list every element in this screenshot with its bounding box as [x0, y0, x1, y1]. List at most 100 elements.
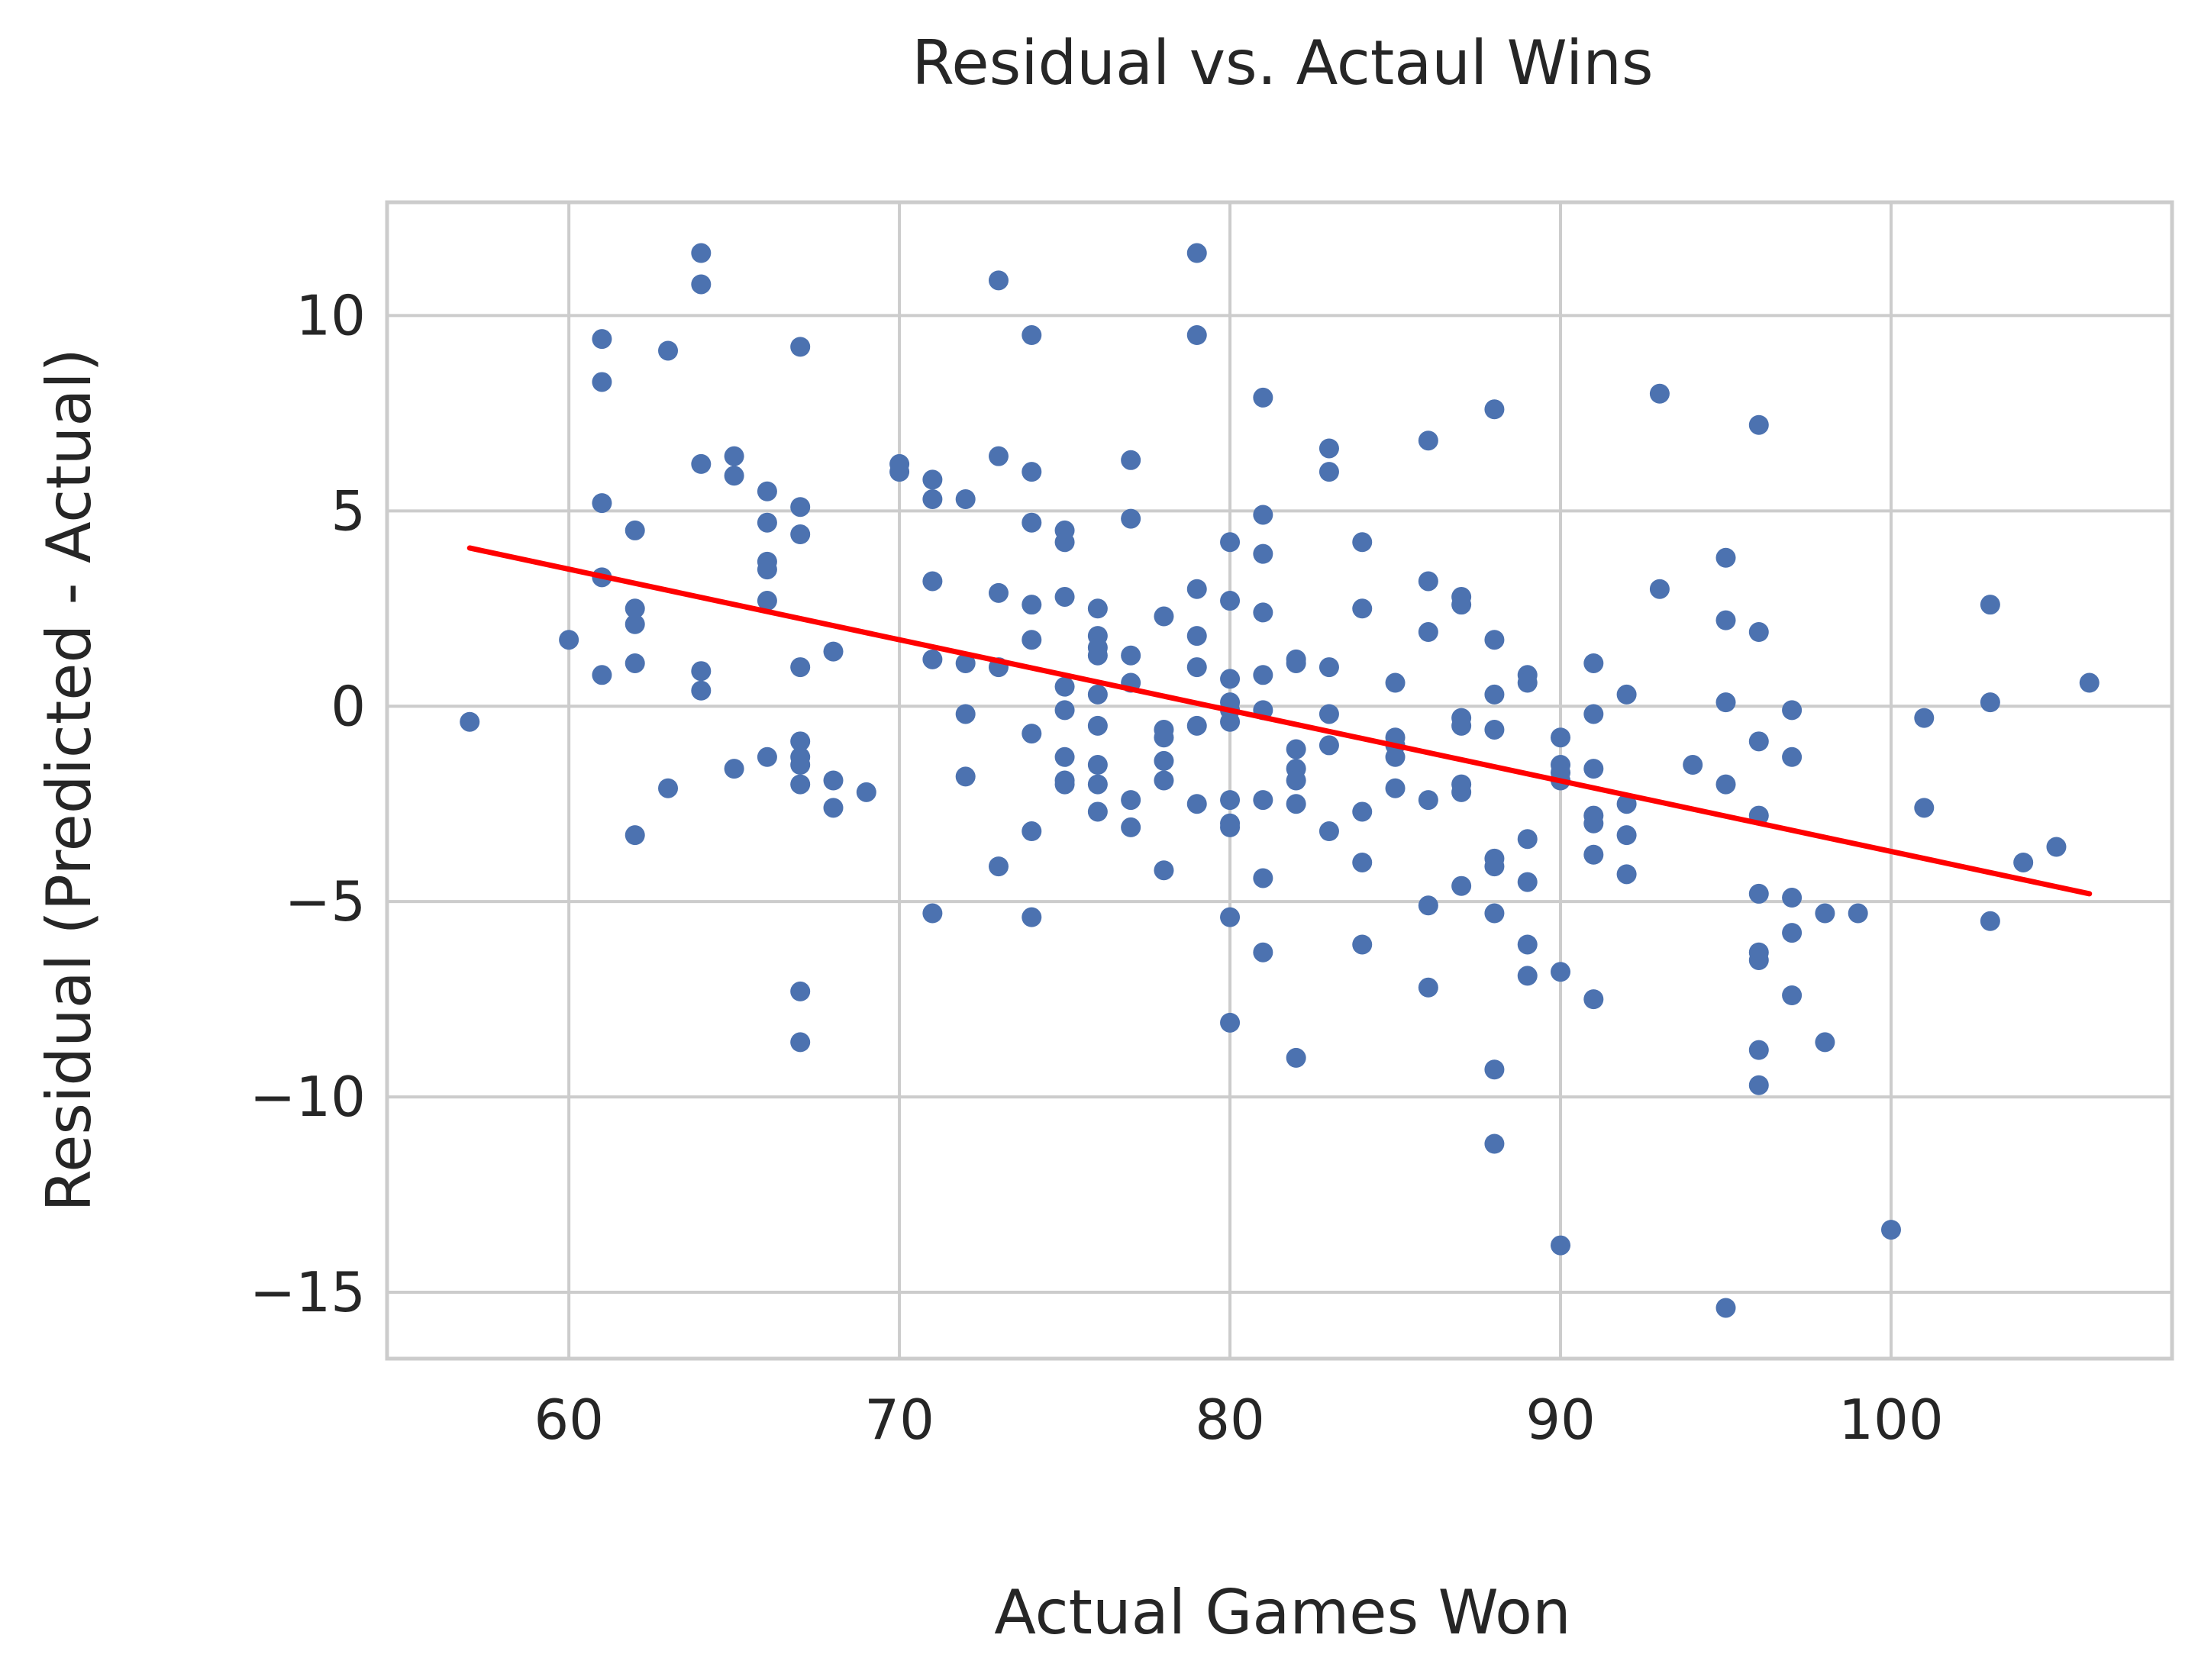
data-point — [1121, 645, 1141, 666]
data-point — [1418, 622, 1438, 643]
data-point — [988, 446, 1009, 466]
data-point — [1748, 950, 1769, 970]
data-point — [757, 746, 777, 767]
data-point — [1484, 399, 1505, 420]
data-point — [1616, 825, 1637, 846]
data-point — [1220, 817, 1241, 837]
data-point — [724, 759, 744, 779]
data-point — [1583, 759, 1604, 779]
data-point — [1022, 907, 1042, 927]
data-point — [1318, 462, 1339, 482]
data-point — [1352, 852, 1373, 872]
data-point — [559, 630, 579, 650]
data-point — [1484, 630, 1505, 650]
y-tick-label: −10 — [250, 1065, 366, 1129]
data-point — [790, 774, 811, 795]
data-point — [691, 453, 712, 474]
data-point — [724, 446, 744, 466]
data-point — [1253, 868, 1273, 888]
data-point — [1318, 657, 1339, 678]
data-point — [922, 469, 943, 490]
data-point — [757, 559, 777, 580]
data-point — [1748, 1040, 1769, 1060]
data-point — [1649, 579, 1670, 599]
data-point — [1022, 630, 1042, 650]
data-point — [1914, 708, 1935, 728]
data-point — [1980, 692, 2000, 713]
data-point — [1517, 672, 1538, 693]
data-point — [1121, 450, 1141, 470]
data-point — [691, 243, 712, 263]
data-point — [691, 661, 712, 682]
data-point — [1385, 778, 1406, 798]
data-point — [1253, 543, 1273, 564]
data-point — [922, 571, 943, 592]
data-point — [1715, 610, 1736, 630]
data-point — [823, 641, 844, 662]
data-point — [1054, 700, 1075, 721]
data-point — [1054, 746, 1075, 767]
data-point — [1087, 801, 1108, 822]
data-point — [2079, 672, 2100, 693]
data-point — [1220, 591, 1241, 611]
data-point — [1352, 532, 1373, 553]
y-tick-label: 5 — [331, 479, 366, 543]
data-point — [691, 680, 712, 701]
data-point — [1517, 966, 1538, 986]
data-point — [1253, 602, 1273, 623]
data-point — [2013, 852, 2034, 872]
data-point — [1318, 821, 1339, 842]
y-tick-label: 0 — [331, 674, 366, 738]
data-point — [1054, 532, 1075, 553]
data-point — [1980, 911, 2000, 931]
data-point — [1484, 1059, 1505, 1080]
data-point — [1715, 774, 1736, 795]
data-point — [1253, 505, 1273, 525]
data-point — [988, 270, 1009, 291]
data-point — [625, 653, 645, 673]
data-point — [1551, 727, 1571, 748]
data-point — [1583, 704, 1604, 724]
x-tick-label: 100 — [1838, 1388, 1943, 1452]
regression-line — [466, 545, 2093, 897]
data-point — [592, 493, 612, 514]
data-point — [1815, 903, 1835, 924]
data-point — [1616, 794, 1637, 814]
data-point — [790, 657, 811, 678]
data-point — [1186, 626, 1207, 647]
data-point — [625, 825, 645, 846]
data-point — [922, 489, 943, 509]
data-point — [1220, 711, 1241, 732]
data-point — [1418, 430, 1438, 451]
data-point — [955, 489, 976, 509]
data-point — [757, 481, 777, 501]
data-point — [1054, 774, 1075, 795]
data-point — [1418, 895, 1438, 916]
data-point — [1748, 414, 1769, 435]
data-point — [1087, 645, 1108, 666]
data-point — [1253, 387, 1273, 408]
data-point — [592, 329, 612, 350]
x-tick-label: 60 — [534, 1388, 604, 1452]
scatter-points — [460, 243, 2100, 1318]
data-point — [1748, 622, 1769, 643]
data-point — [1087, 684, 1108, 705]
x-tick-label: 90 — [1525, 1388, 1596, 1452]
data-point — [1154, 727, 1174, 748]
data-point — [625, 598, 645, 619]
data-point — [1583, 989, 1604, 1010]
data-point — [1352, 801, 1373, 822]
data-point — [1022, 821, 1042, 842]
data-point — [1517, 872, 1538, 892]
data-point — [1484, 719, 1505, 740]
y-tick-label: −15 — [250, 1260, 366, 1324]
data-point — [1087, 774, 1108, 795]
data-point — [1782, 746, 1803, 767]
data-point — [1318, 704, 1339, 724]
data-point — [1418, 571, 1438, 592]
plot-frame — [385, 200, 2174, 1361]
x-tick-labels: 60 70 80 90 100 — [534, 1388, 1943, 1452]
data-point — [1121, 508, 1141, 529]
data-point — [691, 274, 712, 295]
